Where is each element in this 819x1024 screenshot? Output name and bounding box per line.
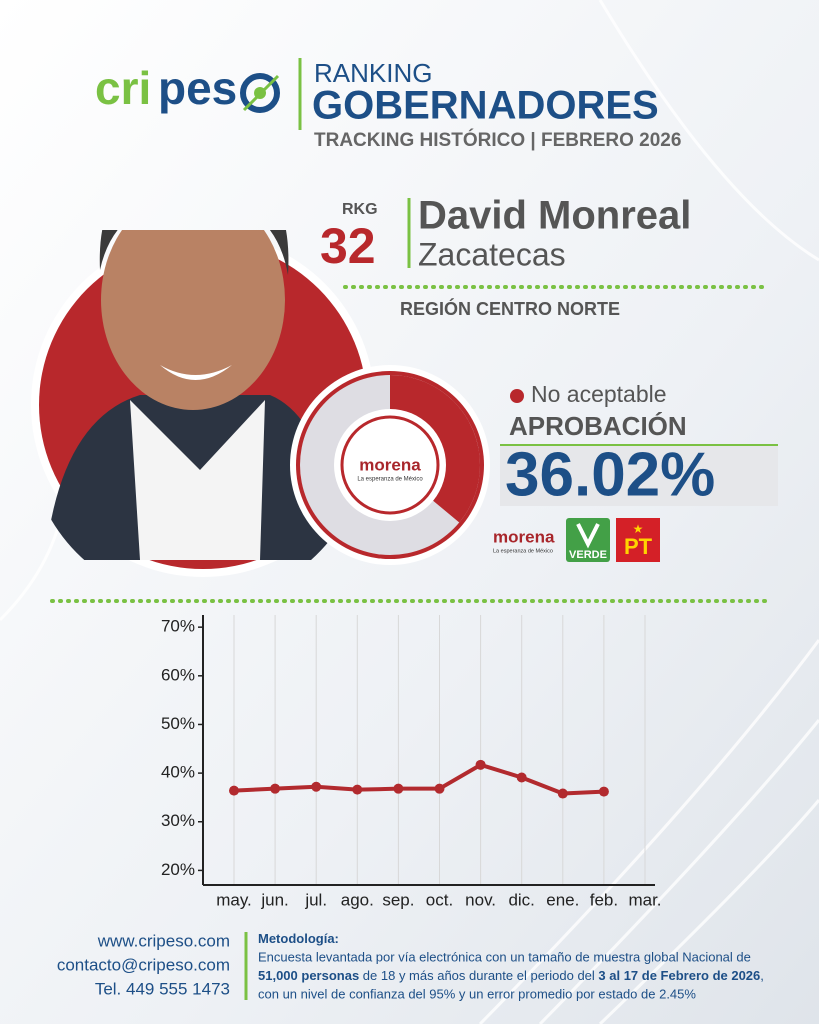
- party-verde-icon: [576, 523, 600, 549]
- status-dot: [510, 389, 524, 403]
- x-tick-label: feb.: [590, 890, 618, 909]
- logo: cri pes: [95, 62, 280, 114]
- footer-web: www.cripeso.com: [97, 931, 230, 950]
- x-tick-label: mar.: [628, 890, 661, 909]
- rank-label: RKG: [342, 201, 378, 218]
- donut-party-tagline: La esperanza de México: [357, 477, 423, 483]
- x-tick-label: ene.: [546, 890, 579, 909]
- x-tick-label: jun.: [260, 890, 288, 909]
- footer-tel: Tel. 449 555 1473: [95, 979, 230, 998]
- header-kicker: RANKING: [314, 58, 432, 88]
- party-verde: VERDE: [569, 549, 607, 561]
- methodology-segment: con un nivel de confianza del 95% y un e…: [258, 987, 696, 1002]
- x-tick-label: nov.: [465, 890, 496, 909]
- header-title: GOBERNADORES: [312, 84, 659, 128]
- series-marker: [475, 759, 486, 770]
- rank-value: 32: [320, 218, 376, 274]
- portrait-face: [101, 230, 285, 410]
- approval-value: 36.02%: [505, 440, 715, 509]
- methodology-segment: Encuesta levantada por vía electrónica c…: [258, 950, 751, 965]
- x-tick-label: sep.: [382, 890, 414, 909]
- x-tick-label: ago.: [341, 890, 374, 909]
- donut-inner-ring: [340, 415, 440, 515]
- methodology-segment: Metodología:: [258, 931, 339, 946]
- methodology-line: Encuesta levantada por vía electrónica c…: [258, 950, 751, 965]
- logo-text-1: cri: [95, 62, 151, 114]
- portrait-shirt: [130, 400, 265, 560]
- methodology-line: 51,000 personas de 18 y más años durante…: [258, 968, 764, 983]
- x-tick-label: may.: [216, 890, 252, 909]
- y-tick-label: 60%: [161, 665, 195, 684]
- methodology-segment: ,: [760, 968, 764, 983]
- donut-party: morena: [359, 455, 421, 474]
- methodology: Metodología: Encuesta levantada por vía e…: [258, 931, 764, 1002]
- series-marker: [270, 783, 281, 794]
- portrait: [45, 230, 331, 560]
- line-chart: may. jun. jul. ago. sep. oct. nov. dic. ene. feb.…: [161, 615, 662, 909]
- series-marker: [598, 786, 609, 797]
- x-tick-label: oct.: [426, 890, 453, 909]
- methodology-line: con un nivel de confianza del 95% y un e…: [258, 987, 696, 1002]
- logo-arrow: [242, 74, 280, 112]
- series-marker: [393, 783, 404, 794]
- region: REGIÓN CENTRO NORTE: [400, 298, 620, 319]
- y-tick-label: 70%: [161, 617, 195, 636]
- profile-name: David Monreal: [418, 194, 691, 238]
- profile-state: Zacatecas: [418, 236, 566, 272]
- approval-box: [500, 446, 778, 506]
- y-tick-label: 50%: [161, 714, 195, 733]
- y-tick-label: 40%: [161, 763, 195, 782]
- status: No aceptable: [531, 381, 667, 407]
- methodology-segment: de 18 y más años durante el periodo del: [359, 968, 598, 983]
- y-tick-label: 20%: [161, 860, 195, 879]
- party-pt: PT: [624, 534, 653, 559]
- series-marker: [516, 772, 527, 783]
- series-marker: [311, 781, 322, 792]
- series-marker: [434, 783, 445, 794]
- series-line: [233, 762, 604, 796]
- y-tick-label: 30%: [161, 811, 195, 830]
- methodology-segment: 51,000 personas: [258, 968, 359, 983]
- header-subtitle: TRACKING HISTÓRICO | FEBRERO 2026: [314, 129, 681, 151]
- footer-email: contacto@cripeso.com: [57, 955, 230, 974]
- series-marker: [229, 785, 239, 796]
- methodology-segment: 3 al 17 de Febrero de 2026: [598, 968, 760, 983]
- party-morena: morena: [493, 527, 555, 546]
- logo-target: [240, 73, 280, 113]
- donut-hole: [334, 409, 446, 521]
- series-marker: [352, 784, 363, 795]
- series-marker: [557, 788, 568, 799]
- approval-label: APROBACIÓN: [509, 411, 687, 441]
- party-pt-box: [616, 518, 660, 562]
- logo-text-2: pes: [158, 62, 237, 114]
- methodology-line: Metodología:: [258, 931, 339, 946]
- portrait-smile: [160, 365, 232, 380]
- x-tick-label: jul.: [304, 890, 327, 909]
- party-pt-star: ★: [633, 522, 644, 536]
- x-tick-label: dic.: [508, 890, 534, 909]
- party-morena-tagline: La esperanza de México: [493, 548, 553, 554]
